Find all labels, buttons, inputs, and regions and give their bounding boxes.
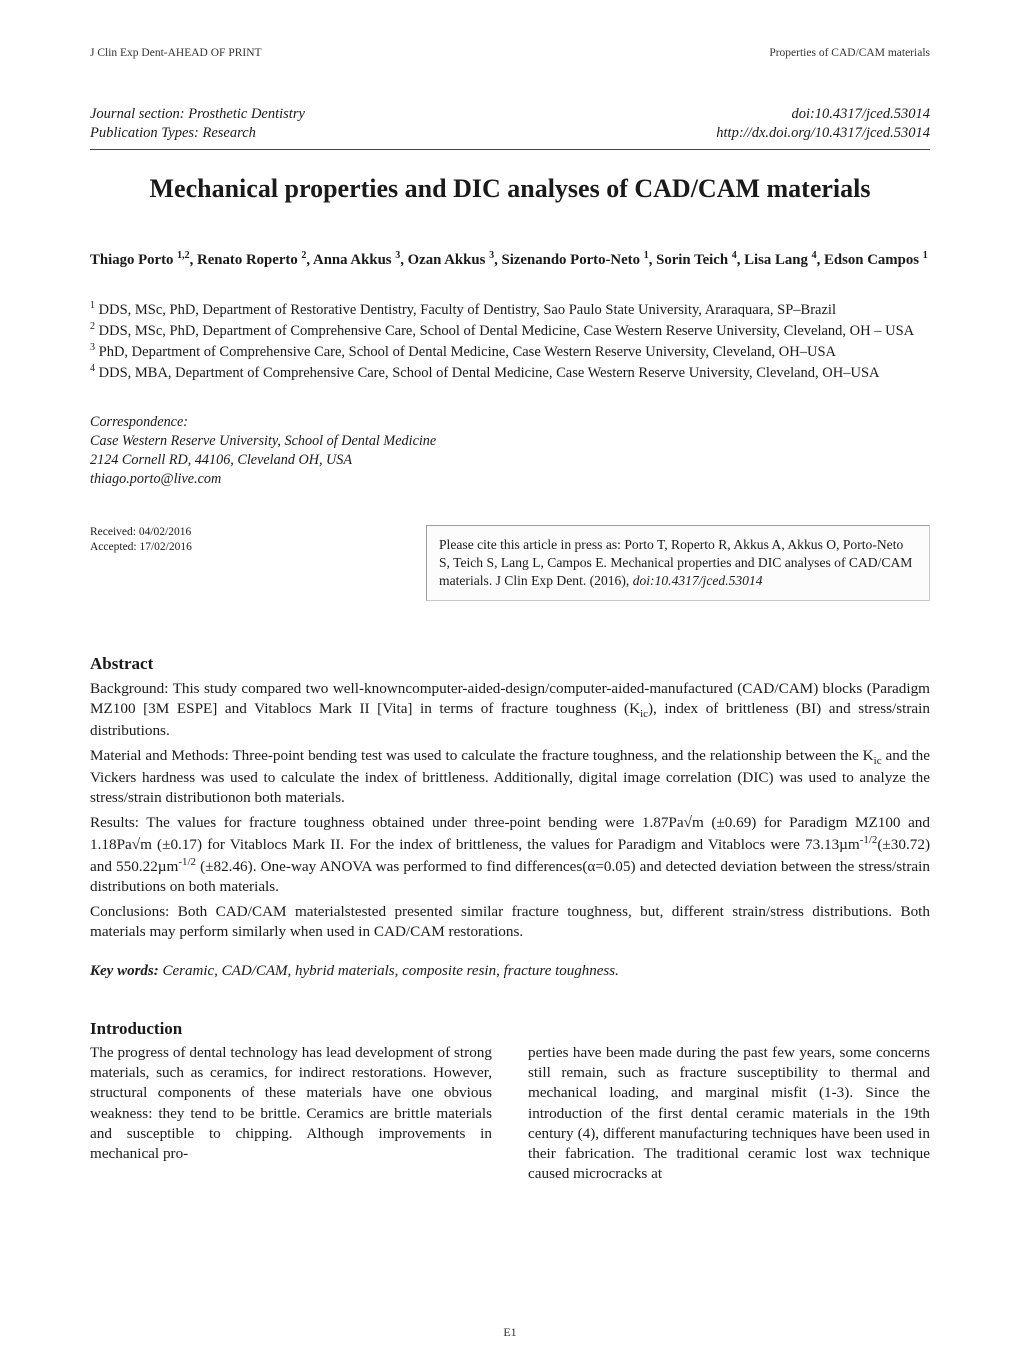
article-title: Mechanical properties and DIC analyses o… bbox=[90, 172, 930, 206]
journal-section: Journal section: Prosthetic Dentistry bbox=[90, 105, 305, 124]
intro-text-left: The progress of dental technology has le… bbox=[90, 1043, 492, 1163]
subscript-ic: ic bbox=[640, 708, 648, 720]
doi: doi:10.4317/jced.53014 bbox=[716, 105, 930, 124]
keywords-label: Key words: bbox=[90, 963, 159, 979]
affiliation-number: 2 bbox=[90, 321, 95, 332]
intro-columns: The progress of dental technology has le… bbox=[90, 1043, 930, 1183]
correspondence-line: thiago.porto@live.com bbox=[90, 470, 930, 489]
cite-box: Please cite this article in press as: Po… bbox=[426, 525, 930, 602]
keywords: Key words: Ceramic, CAD/CAM, hybrid mate… bbox=[90, 962, 930, 982]
intro-text-right: perties have been made during the past f… bbox=[528, 1043, 930, 1183]
dates-cite-row: Received: 04/02/2016 Accepted: 17/02/201… bbox=[90, 525, 930, 602]
cite-doi: doi:10.4317/jced.53014 bbox=[633, 573, 763, 588]
received-date: Received: 04/02/2016 bbox=[90, 525, 400, 541]
intro-heading: Introduction bbox=[90, 1018, 930, 1040]
abstract-methods: Material and Methods: Three-point bendin… bbox=[90, 746, 930, 809]
correspondence-line: 2124 Cornell RD, 44106, Cleveland OH, US… bbox=[90, 451, 930, 470]
journal-meta: Journal section: Prosthetic Dentistry Pu… bbox=[90, 105, 930, 143]
abstract: Background: This study compared two well… bbox=[90, 679, 930, 942]
superscript: -1/2 bbox=[860, 834, 878, 846]
journal-meta-left: Journal section: Prosthetic Dentistry Pu… bbox=[90, 105, 305, 143]
abstract-heading: Abstract bbox=[90, 653, 930, 675]
affiliations: 1 DDS, MSc, PhD, Department of Restorati… bbox=[90, 299, 930, 383]
divider bbox=[90, 149, 930, 150]
affiliation-number: 3 bbox=[90, 342, 95, 353]
abstract-background: Background: This study compared two well… bbox=[90, 679, 930, 742]
accepted-date: Accepted: 17/02/2016 bbox=[90, 540, 400, 556]
running-head-right: Properties of CAD/CAM materials bbox=[769, 46, 930, 61]
abstract-text: Material and Methods: Three-point bendin… bbox=[90, 747, 874, 764]
abstract-conclusions: Conclusions: Both CAD/CAM materialsteste… bbox=[90, 902, 930, 942]
affiliation-number: 1 bbox=[90, 300, 95, 311]
running-head: J Clin Exp Dent-AHEAD OF PRINT Propertie… bbox=[90, 46, 930, 61]
abstract-text: (±82.46). One-way ANOVA was performed to… bbox=[90, 858, 930, 895]
authors: Thiago Porto 1,2, Renato Roperto 2, Anna… bbox=[90, 249, 930, 271]
affiliation-line: 4 DDS, MBA, Department of Comprehensive … bbox=[90, 362, 930, 383]
keywords-text: Ceramic, CAD/CAM, hybrid materials, comp… bbox=[159, 963, 619, 979]
intro-col-left: The progress of dental technology has le… bbox=[90, 1043, 492, 1183]
running-head-left: J Clin Exp Dent-AHEAD OF PRINT bbox=[90, 46, 262, 61]
page-number: E1 bbox=[0, 1325, 1020, 1341]
abstract-results: Results: The values for fracture toughne… bbox=[90, 813, 930, 898]
superscript: -1/2 bbox=[178, 856, 196, 868]
affiliation-number: 4 bbox=[90, 363, 95, 374]
affiliation-line: 1 DDS, MSc, PhD, Department of Restorati… bbox=[90, 299, 930, 320]
correspondence: Correspondence: Case Western Reserve Uni… bbox=[90, 413, 930, 489]
doi-url: http://dx.doi.org/10.4317/jced.53014 bbox=[716, 124, 930, 143]
abstract-text: Results: The values for fracture toughne… bbox=[90, 814, 930, 853]
journal-meta-right: doi:10.4317/jced.53014 http://dx.doi.org… bbox=[716, 105, 930, 143]
correspondence-label: Correspondence: bbox=[90, 413, 930, 432]
affiliation-line: 3 PhD, Department of Comprehensive Care,… bbox=[90, 341, 930, 362]
affiliation-line: 2 DDS, MSc, PhD, Department of Comprehen… bbox=[90, 320, 930, 341]
dates: Received: 04/02/2016 Accepted: 17/02/201… bbox=[90, 525, 400, 556]
subscript-ic: ic bbox=[874, 755, 882, 767]
correspondence-line: Case Western Reserve University, School … bbox=[90, 432, 930, 451]
publication-type: Publication Types: Research bbox=[90, 124, 305, 143]
intro-col-right: perties have been made during the past f… bbox=[528, 1043, 930, 1183]
